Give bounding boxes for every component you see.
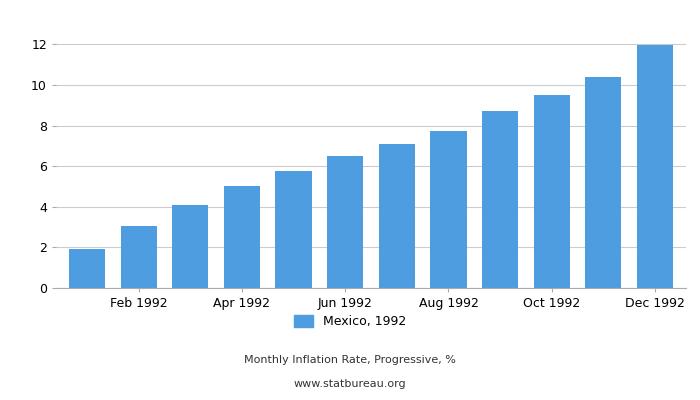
Bar [224,186,260,288]
Bar [482,111,518,288]
Text: www.statbureau.org: www.statbureau.org [294,379,406,389]
Bar [120,226,157,288]
Bar [327,156,363,288]
Bar [69,250,105,288]
Bar [637,45,673,288]
Bar [276,171,312,288]
Legend: Mexico, 1992: Mexico, 1992 [289,310,411,333]
Bar [379,144,415,288]
Text: Monthly Inflation Rate, Progressive, %: Monthly Inflation Rate, Progressive, % [244,355,456,365]
Bar [430,131,466,288]
Bar [533,95,570,288]
Bar [585,77,622,288]
Bar [172,205,209,288]
